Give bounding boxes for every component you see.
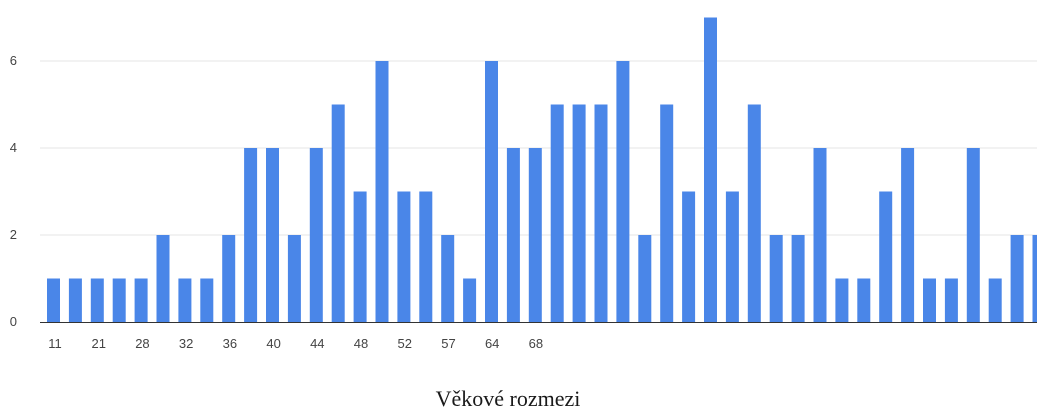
bar: [375, 61, 389, 322]
bar: [725, 191, 739, 322]
y-axis-tick-labels: 0 2 4 6: [10, 53, 17, 329]
x-tick-label: 36: [223, 336, 237, 351]
bars: [47, 17, 1037, 322]
bar: [923, 278, 936, 322]
x-tick-label: 57: [441, 336, 455, 351]
bar: [944, 278, 958, 322]
bar: [813, 148, 827, 322]
y-tick-label: 6: [10, 53, 17, 68]
bar: [616, 61, 630, 322]
bar: [528, 148, 542, 322]
bar: [112, 278, 126, 322]
bar: [353, 191, 367, 322]
x-tick-label: 68: [529, 336, 543, 351]
x-axis-title: Věkové rozmezi: [436, 386, 581, 411]
bar: [747, 104, 761, 322]
bar: [704, 17, 717, 322]
bar: [244, 148, 258, 322]
x-tick-label: 40: [266, 336, 280, 351]
bar: [835, 278, 849, 322]
bar: [156, 235, 170, 322]
bar: [966, 148, 980, 322]
bar: [857, 278, 871, 322]
bar: [901, 148, 915, 322]
bar: [68, 278, 82, 322]
x-axis-tick-labels: 11 21 28 32 36 40 44 48 52 57 64 68: [48, 336, 543, 351]
bar: [222, 235, 236, 322]
bar: [660, 104, 674, 322]
bar: [1010, 235, 1024, 322]
bar: [134, 278, 148, 322]
bar: [331, 104, 345, 322]
bar: [200, 278, 214, 322]
y-tick-label: 0: [10, 314, 17, 329]
bar: [638, 235, 652, 322]
bar: [485, 61, 498, 322]
bar: [309, 148, 323, 322]
bar: [441, 235, 455, 322]
bar: [178, 278, 192, 322]
bar: [266, 148, 279, 322]
x-tick-label: 44: [310, 336, 324, 351]
x-tick-label: 21: [91, 336, 105, 351]
bar: [419, 191, 433, 322]
x-tick-label: 32: [179, 336, 193, 351]
y-tick-label: 4: [10, 140, 17, 155]
bar: [463, 278, 477, 322]
bar: [1032, 235, 1037, 322]
bar: [47, 278, 60, 322]
x-tick-label: 28: [135, 336, 149, 351]
bar: [550, 104, 564, 322]
bar: [791, 235, 805, 322]
x-tick-label: 64: [485, 336, 499, 351]
bar: [397, 191, 411, 322]
bar: [769, 235, 783, 322]
bar: [594, 104, 608, 322]
bar: [506, 148, 520, 322]
y-tick-label: 2: [10, 227, 17, 242]
bar: [572, 104, 586, 322]
x-tick-label: 52: [398, 336, 412, 351]
bar: [879, 191, 893, 322]
x-tick-label: 11: [48, 336, 62, 351]
x-tick-label: 48: [354, 336, 368, 351]
bar: [90, 278, 104, 322]
bar: [988, 278, 1002, 322]
bar: [287, 235, 301, 322]
bar: [682, 191, 696, 322]
